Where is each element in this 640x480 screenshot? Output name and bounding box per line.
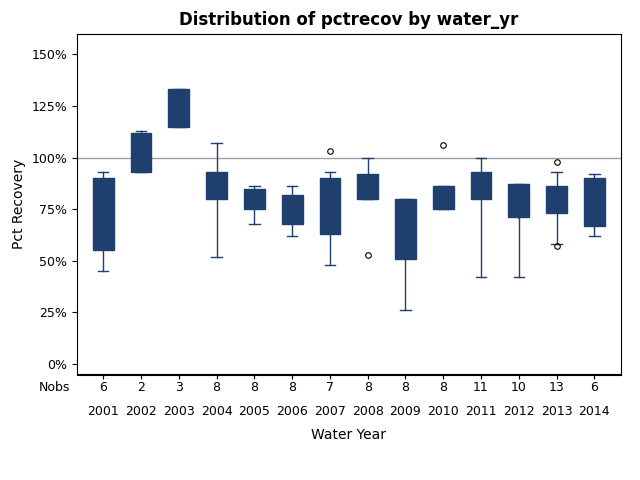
Text: 2014: 2014	[579, 405, 610, 418]
Text: 2011: 2011	[465, 405, 497, 418]
Y-axis label: Pct Recovery: Pct Recovery	[12, 159, 26, 249]
Text: 8: 8	[439, 381, 447, 394]
PathPatch shape	[357, 174, 378, 199]
Text: 2013: 2013	[541, 405, 572, 418]
Text: 8: 8	[364, 381, 372, 394]
Text: 2003: 2003	[163, 405, 195, 418]
Text: 2009: 2009	[390, 405, 421, 418]
Text: 10: 10	[511, 381, 527, 394]
Text: 13: 13	[548, 381, 564, 394]
PathPatch shape	[206, 172, 227, 199]
PathPatch shape	[282, 195, 303, 224]
PathPatch shape	[395, 199, 416, 259]
Text: 2001: 2001	[88, 405, 119, 418]
Text: 11: 11	[473, 381, 489, 394]
Text: 2006: 2006	[276, 405, 308, 418]
Text: 3: 3	[175, 381, 183, 394]
Text: 2010: 2010	[428, 405, 459, 418]
PathPatch shape	[131, 133, 152, 172]
Text: 2002: 2002	[125, 405, 157, 418]
Text: 8: 8	[212, 381, 221, 394]
Text: 2004: 2004	[201, 405, 232, 418]
PathPatch shape	[244, 189, 265, 209]
PathPatch shape	[470, 172, 492, 199]
Title: Distribution of pctrecov by water_yr: Distribution of pctrecov by water_yr	[179, 11, 518, 29]
PathPatch shape	[168, 89, 189, 127]
Text: 2007: 2007	[314, 405, 346, 418]
Text: 2012: 2012	[503, 405, 534, 418]
Text: 2008: 2008	[352, 405, 383, 418]
PathPatch shape	[433, 186, 454, 209]
Text: 2: 2	[137, 381, 145, 394]
Text: Water Year: Water Year	[311, 428, 387, 442]
Text: 8: 8	[288, 381, 296, 394]
PathPatch shape	[319, 178, 340, 234]
Text: 7: 7	[326, 381, 334, 394]
PathPatch shape	[508, 184, 529, 217]
Text: 6: 6	[591, 381, 598, 394]
Text: 8: 8	[401, 381, 410, 394]
Text: 6: 6	[99, 381, 107, 394]
Text: 8: 8	[250, 381, 259, 394]
PathPatch shape	[584, 178, 605, 226]
PathPatch shape	[93, 178, 114, 251]
Text: Nobs: Nobs	[39, 381, 70, 394]
Text: 2005: 2005	[239, 405, 270, 418]
PathPatch shape	[546, 186, 567, 213]
